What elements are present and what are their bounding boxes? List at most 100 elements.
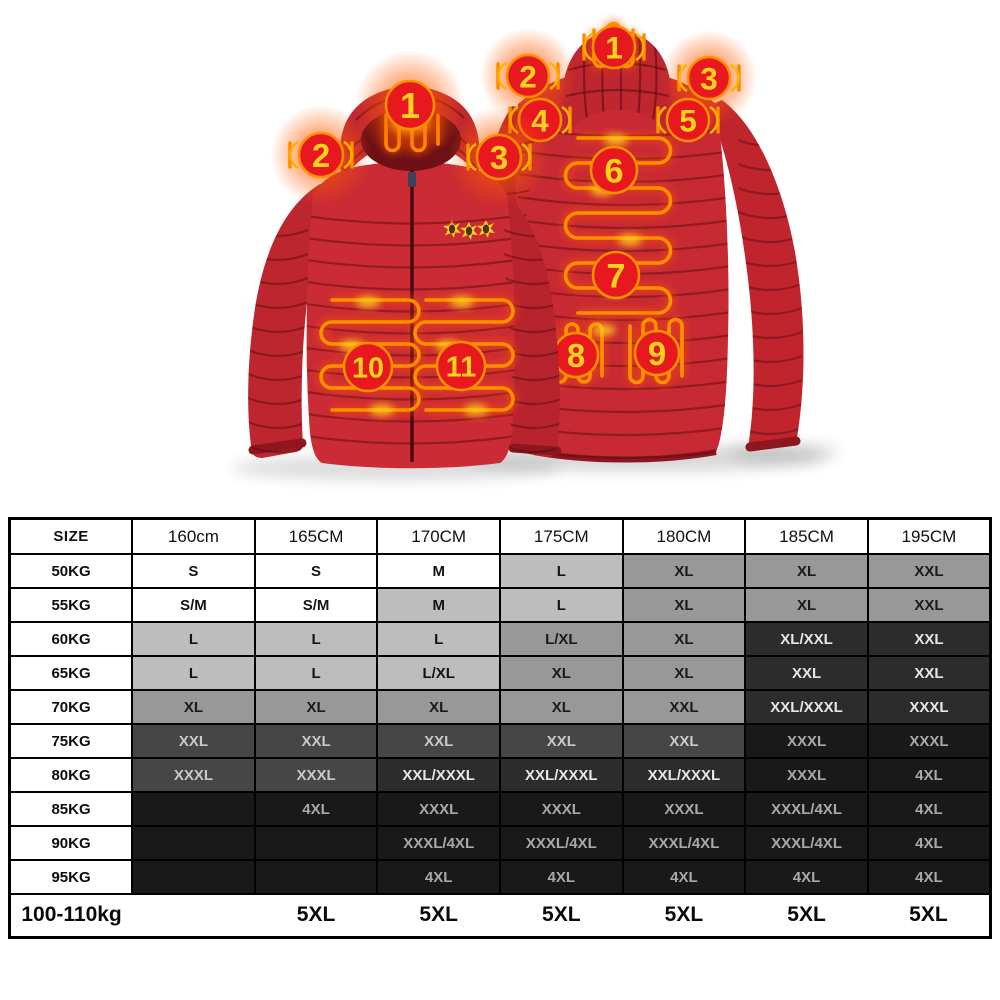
heat-zone-badge-back-6: 6 bbox=[589, 145, 639, 195]
heat-zone-number: 8 bbox=[567, 337, 585, 374]
size-cell: XXXL bbox=[131, 757, 256, 793]
size-cell: XL bbox=[499, 689, 624, 725]
heat-hotspot bbox=[618, 234, 642, 246]
heat-zone-number: 7 bbox=[606, 257, 625, 295]
heat-zone-number: 3 bbox=[700, 60, 718, 96]
heat-zone-number: 6 bbox=[604, 152, 623, 190]
size-chart-header-row: SIZE 160cm 165CM 170CM 175CM 180CM 185CM 195CM bbox=[8, 517, 992, 555]
size-cell: M bbox=[376, 553, 501, 589]
size-cell: XXL bbox=[621, 723, 747, 759]
heat-hotspot bbox=[356, 296, 380, 308]
size-cell: 4XL bbox=[744, 859, 869, 895]
weight-label: 80KG bbox=[8, 757, 134, 793]
weight-label: 65KG bbox=[8, 655, 134, 691]
size-cell: 4XL bbox=[866, 757, 992, 793]
size-cell: L/XL bbox=[499, 621, 624, 657]
size-cell: XL bbox=[621, 655, 747, 691]
size-cell: 4XL bbox=[499, 859, 624, 895]
weight-label: 95KG bbox=[8, 859, 134, 895]
heat-zone-number: 9 bbox=[648, 335, 666, 372]
size-cell: XXL bbox=[376, 723, 501, 759]
heat-zone-number: 10 bbox=[352, 352, 384, 384]
size-cell: XL/XXL bbox=[744, 621, 869, 657]
size-row: 95KG 4XL 4XL 4XL 4XL 4XL bbox=[8, 859, 992, 895]
size-cell: XXL bbox=[131, 723, 256, 759]
column-header: 165CM bbox=[253, 517, 379, 555]
size-cell: XL bbox=[621, 587, 747, 623]
size-cell: 5XL bbox=[622, 893, 746, 938]
size-cell: S bbox=[131, 553, 256, 589]
size-cell: XXXL bbox=[744, 757, 869, 793]
size-row: 70KG XL XL XL XL XXL XXL/XXXL XXXL bbox=[8, 689, 992, 725]
size-cell: S/M bbox=[131, 587, 256, 623]
weight-label: 100-110kg bbox=[9, 893, 133, 938]
size-cell: XXXL/4XL bbox=[621, 825, 747, 861]
size-chart-table: SIZE 160cm 165CM 170CM 175CM 180CM 185CM 195CM … bbox=[8, 517, 992, 939]
column-header: 195CM bbox=[866, 517, 992, 555]
size-cell: XXXL/4XL bbox=[744, 791, 869, 827]
size-row: 60KG L L L L/XL XL XL/XXL XXL bbox=[8, 621, 992, 657]
size-cell: 4XL bbox=[866, 859, 992, 895]
size-cell: XXL bbox=[253, 723, 379, 759]
size-cell: XXXL bbox=[866, 723, 992, 759]
heat-zone-number: 1 bbox=[605, 29, 623, 65]
size-cell: XL bbox=[744, 587, 869, 623]
size-row: 85KG 4XL XXXL XXXL XXXL XXXL/4XL 4XL bbox=[8, 791, 992, 827]
size-cell: XXL/XXXL bbox=[376, 757, 501, 793]
zipper-pull bbox=[408, 172, 416, 187]
heating-coil bbox=[589, 19, 638, 71]
heat-zone-badge-back-7: 7 bbox=[591, 250, 641, 300]
heating-coil bbox=[410, 295, 518, 415]
front-left-cuff bbox=[248, 438, 307, 455]
column-header: 160cm bbox=[131, 517, 256, 555]
chest-control-buttons bbox=[443, 220, 495, 240]
size-cell: L bbox=[499, 553, 624, 589]
size-row: 90KG XXXL/4XL XXXL/4XL XXXL/4XL XXXL/4XL 4XL bbox=[8, 825, 992, 861]
column-header: 180CM bbox=[621, 517, 747, 555]
size-row: 50KG S S M L XL XL XXL bbox=[8, 553, 992, 589]
size-row: 65KG L L L/XL XL XL XXL XXL bbox=[8, 655, 992, 691]
heat-zone-badge-back-9: 9 bbox=[633, 329, 681, 377]
size-row: 75KG XXL XXL XXL XXL XXL XXXL XXXL bbox=[8, 723, 992, 759]
size-cell: 5XL bbox=[745, 893, 868, 938]
size-cell bbox=[253, 825, 379, 861]
weight-label: 90KG bbox=[8, 825, 134, 861]
size-cell: 4XL bbox=[621, 859, 747, 895]
size-cell: XXL/XXXL bbox=[621, 757, 747, 793]
size-cell bbox=[131, 791, 256, 827]
size-cell: XXL bbox=[744, 655, 869, 691]
front-right-cuff bbox=[508, 443, 562, 456]
size-cell: XXXL/4XL bbox=[744, 825, 869, 861]
size-cell: XXL bbox=[866, 587, 992, 623]
heat-zone-number: 3 bbox=[490, 139, 508, 176]
weight-label: 60KG bbox=[8, 621, 134, 657]
size-cell: XXL bbox=[499, 723, 624, 759]
column-header: SIZE bbox=[8, 517, 134, 555]
heat-zone-badge-back-5: 5 bbox=[656, 97, 720, 143]
heat-zone-badge-front-1: 1 bbox=[354, 49, 466, 161]
size-cell: XXL/XXXL bbox=[499, 757, 624, 793]
heat-zone-badge-back-8: 8 bbox=[552, 331, 600, 379]
size-cell: XXXL bbox=[744, 723, 869, 759]
size-cell: XL bbox=[131, 689, 256, 725]
size-cell bbox=[131, 825, 256, 861]
size-cell: L bbox=[253, 655, 379, 691]
size-cell: XXXL bbox=[499, 791, 624, 827]
heating-coil bbox=[316, 295, 424, 415]
heat-zone-badge-back-2: 2 bbox=[479, 27, 577, 125]
size-cell: XXXL bbox=[253, 757, 379, 793]
size-cell: L bbox=[376, 621, 501, 657]
quilting bbox=[306, 214, 516, 445]
size-cell: 4XL bbox=[866, 791, 992, 827]
back-right-cuff bbox=[745, 436, 801, 452]
size-cell bbox=[132, 893, 255, 938]
size-cell: XXXL bbox=[866, 689, 992, 725]
weight-label: 50KG bbox=[8, 553, 134, 589]
column-header: 170CM bbox=[376, 517, 501, 555]
size-cell: XL bbox=[499, 655, 624, 691]
size-cell: XL bbox=[376, 689, 501, 725]
heating-coil bbox=[561, 133, 675, 318]
size-cell: XL bbox=[744, 553, 869, 589]
